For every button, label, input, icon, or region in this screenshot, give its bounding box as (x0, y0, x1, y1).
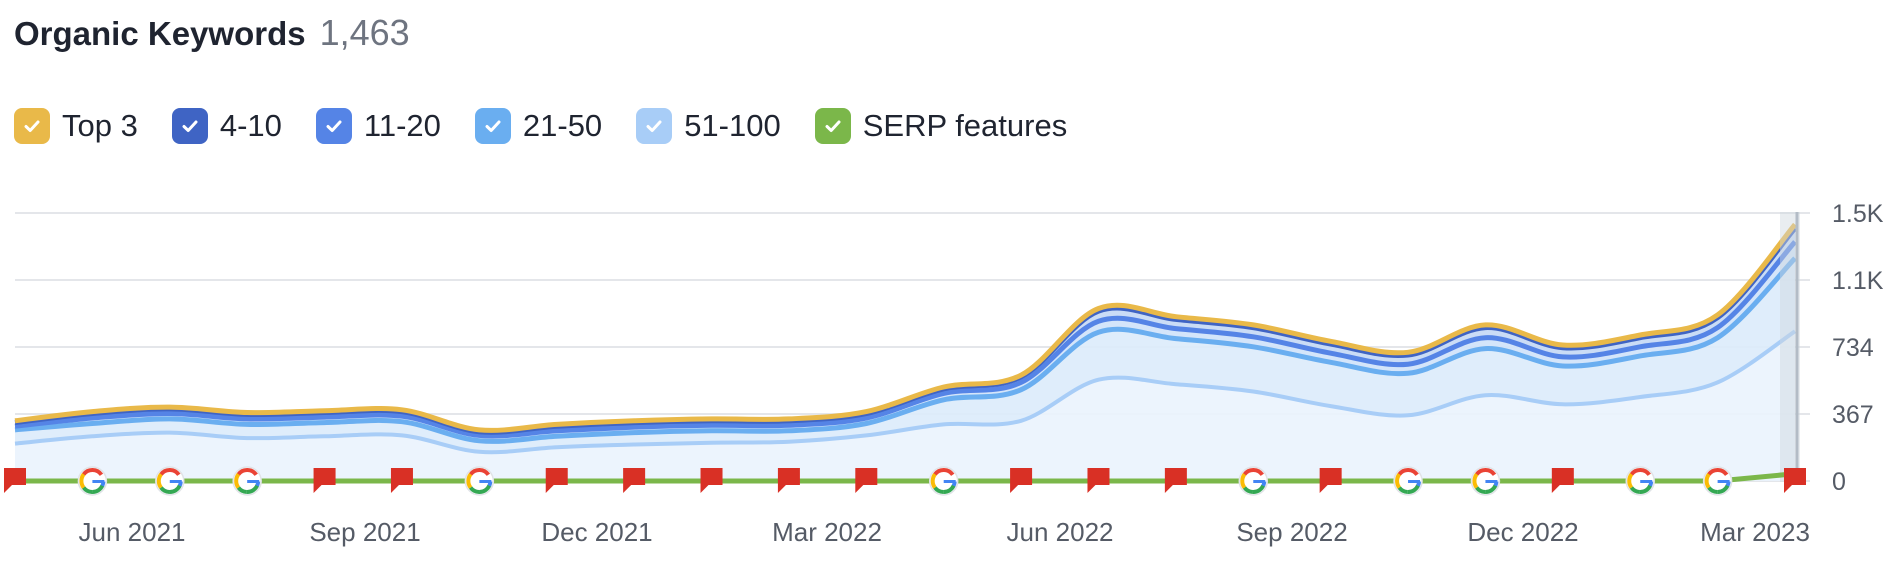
legend-item-serp-features[interactable]: SERP features (814, 108, 1068, 144)
flag-icon (1087, 468, 1110, 493)
checkbox-checked-icon[interactable] (636, 108, 673, 144)
hover-band (1780, 212, 1800, 482)
legend-label: Top 3 (62, 108, 138, 143)
flag-icon (700, 468, 723, 493)
flag-icon (1551, 468, 1574, 493)
widget-title: Organic Keywords (14, 15, 306, 52)
google-icon (155, 466, 185, 496)
flag-icon (1319, 468, 1342, 493)
flag-icon (1164, 468, 1187, 493)
flag-icon (1010, 468, 1033, 493)
legend-item-4-10[interactable]: 4-10 (171, 108, 282, 144)
x-tick-label: Dec 2022 (1467, 517, 1578, 547)
x-tick-label: Sep 2022 (1236, 517, 1347, 547)
flag-icon (390, 468, 413, 493)
line-top-3 (14, 222, 1797, 433)
keyword-count: 1,463 (319, 12, 410, 53)
google-icon (1470, 466, 1501, 496)
legend-item-21-50[interactable]: 21-50 (474, 108, 603, 144)
x-tick-label: Jun 2022 (1007, 517, 1114, 547)
area-51-100 (15, 331, 1795, 481)
flag-icon (855, 468, 878, 493)
y-tick-label: 1.5K (1832, 200, 1884, 228)
google-icon (232, 466, 262, 496)
line-21-50 (14, 256, 1797, 444)
flag-icon (777, 468, 800, 493)
legend-item-11-20[interactable]: 11-20 (315, 108, 441, 144)
legend-label: 21-50 (522, 108, 603, 143)
flag-icon (4, 468, 26, 493)
flag-icon (545, 468, 568, 493)
y-tick-label: 734 (1832, 334, 1874, 362)
legend-item-top-3[interactable]: Top 3 (14, 108, 138, 144)
x-tick-label: Dec 2021 (541, 517, 652, 547)
checkbox-checked-icon[interactable] (474, 108, 511, 144)
legend: Top 3 4-10 11-20 21-50 51-100 SERP featu… (14, 108, 1067, 144)
checkbox-checked-icon[interactable] (14, 108, 50, 144)
checkbox-checked-icon[interactable] (814, 108, 851, 144)
flag-icon (313, 468, 336, 493)
flag-icon (623, 468, 646, 493)
area-21-50 (15, 258, 1795, 453)
legend-label: 11-20 (363, 108, 441, 143)
legend-label: 51-100 (684, 108, 781, 143)
google-icon (928, 466, 959, 496)
x-tick-label: Sep 2021 (309, 517, 420, 547)
legend-label: SERP features (862, 108, 1068, 143)
google-icon (464, 466, 495, 496)
y-tick-label: 1.1K (1832, 267, 1884, 295)
checkbox-checked-icon[interactable] (171, 108, 208, 144)
x-tick-label: Mar 2022 (772, 517, 882, 547)
legend-item-51-100[interactable]: 51-100 (636, 108, 781, 144)
google-icon (1393, 466, 1423, 496)
google-icon (1238, 466, 1269, 496)
x-tick-label: Jun 2021 (79, 517, 186, 547)
checkbox-checked-icon[interactable] (315, 108, 352, 144)
widget-header: Organic Keywords 1,463 (14, 12, 410, 58)
google-icon (1625, 466, 1655, 496)
x-tick-label: Mar 2023 (1700, 517, 1810, 547)
y-tick-label: 0 (1832, 468, 1846, 496)
flag-icon (1784, 468, 1806, 493)
legend-label: 4-10 (219, 108, 282, 143)
line-11-20 (14, 240, 1797, 439)
y-tick-label: 367 (1832, 401, 1874, 429)
google-icon (1702, 466, 1733, 496)
line-51-100 (14, 329, 1797, 455)
google-icon (77, 466, 108, 496)
